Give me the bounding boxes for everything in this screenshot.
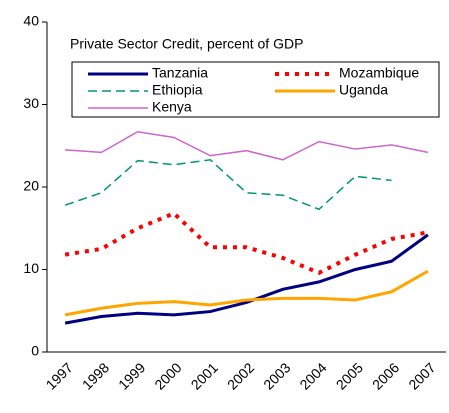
x-tick-label: 2004 [296,359,329,392]
x-tick-label: 1999 [115,359,148,392]
y-tick-label: 0 [31,343,39,359]
y-tick-label: 10 [23,260,39,276]
x-tick-label: 2006 [369,359,402,392]
y-tick-label: 20 [23,178,39,194]
y-tick-label: 30 [23,95,39,111]
x-tick-label: 2007 [405,359,438,392]
series-line [64,211,429,275]
legend-label: Mozambique [339,65,419,81]
legend-label: Kenya [152,99,192,115]
series-line [65,130,429,161]
x-tick-label: 1998 [79,359,112,392]
x-tick-label: 2003 [260,359,293,392]
legend-label: Tanzania [152,65,208,81]
series-line [64,233,429,325]
legend-label: Ethiopia [152,82,203,98]
x-tick-label: 2000 [151,359,184,392]
chart-title: Private Sector Credit, percent of GDP [70,36,303,52]
series-line [64,269,429,317]
x-tick-label: 2002 [224,359,257,392]
x-tick-label: 1997 [43,359,76,392]
legend-label: Uganda [339,82,388,98]
x-tick-label: 2005 [333,359,366,392]
series-line [64,158,392,211]
x-tick-label: 2001 [188,359,221,392]
y-tick-label: 40 [23,13,39,29]
